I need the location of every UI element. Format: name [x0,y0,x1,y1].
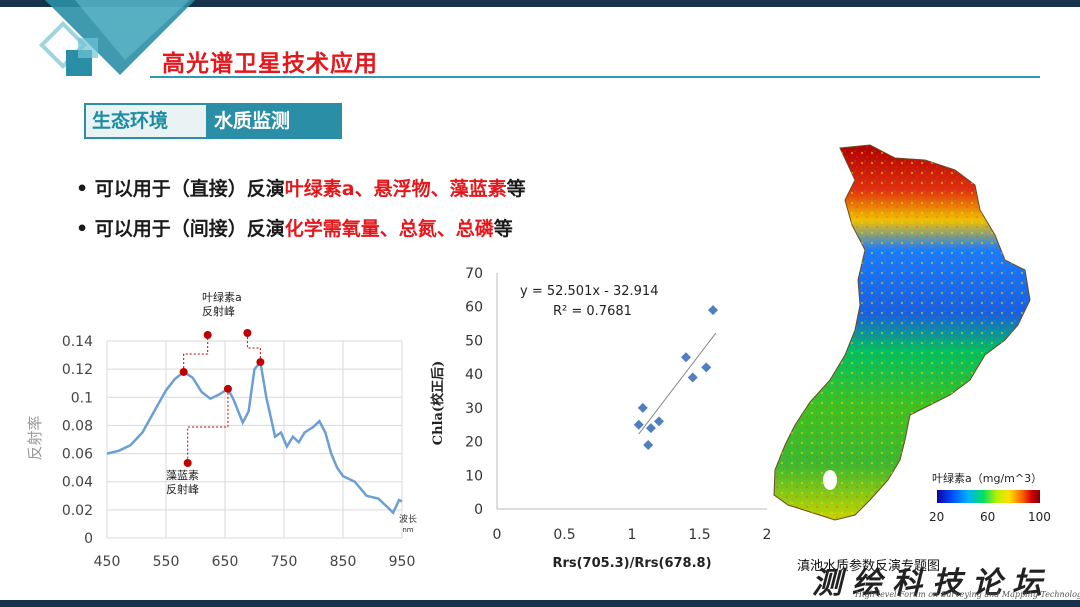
title-underline [150,76,1040,78]
y-tick-label: 0.14 [62,334,93,350]
bullet-direct-highlight: 叶绿素a、悬浮物、藻蓝素 [284,178,507,200]
bullet-direct: • 可以用于（直接）反演叶绿素a、悬浮物、藻蓝素等 [76,174,526,201]
x-axis-label: 波长 [399,513,417,525]
bullet-indirect-highlight: 化学需氧量、总氮、总磷 [284,218,494,240]
watermark-logo: 测绘科技论坛 [812,566,1052,601]
peak-marker [256,358,265,367]
map-caption: 滇池水质参数反演专题图 [797,559,941,574]
legend-tick-mid: 60 [980,510,996,524]
y-tick-label: 60 [465,300,483,316]
bullet-indirect-prefix: • 可以用于（间接）反演 [76,218,285,240]
top-bar [0,0,1080,7]
regression-equation: y = 52.501x - 32.914 [520,284,658,299]
x-tick-label: 0.5 [553,527,575,543]
scatter-point [708,305,718,316]
y-tick-label: 20 [465,435,483,451]
scatter-point [701,362,712,373]
trendline [638,332,717,435]
dianchi-chlorophyll-map [773,144,1031,521]
y-tick-label: 0.12 [62,362,93,378]
scatter-point [633,419,644,430]
x-axis-label: Rrs(705.3)/Rrs(678.8) [552,556,711,571]
reflectance-series-line [106,359,403,515]
y-tick-label: 40 [465,367,483,383]
bullet-indirect-suffix: 等 [493,218,513,240]
peak-marker [179,367,188,376]
bottom-bar [0,600,1080,607]
r-squared: R² = 0.7681 [553,304,632,319]
y-tick-label: 50 [465,333,483,349]
y-axis-label: 反射率 [26,415,44,460]
header-decoration [38,0,195,76]
y-axis-label: Chla(校正后) [430,361,446,445]
bullet-direct-prefix: • 可以用于（直接）反演 [76,178,285,200]
bullet-direct-suffix: 等 [506,178,526,200]
island [823,470,837,490]
peak-marker [223,384,232,393]
x-tick-label: 750 [271,554,298,570]
y-tick-label: 30 [465,401,483,417]
x-tick-label: 2 [763,527,772,543]
y-tick-label: 0.02 [62,503,93,519]
chlorophyll-leader-line [246,333,261,363]
x-tick-label: 950 [389,554,416,570]
page-title: 高光谱卫星技术应用 [162,51,378,77]
y-tick-label: 0.06 [62,447,93,463]
scatter-point [681,352,691,363]
y-tick-label: 0.1 [71,390,93,406]
reflectance-spectrum-chart: 0 0.02 0.04 0.06 0.08 0.1 0.12 0.14 450 550 650 750… [26,290,417,570]
bullet-indirect: • 可以用于（间接）反演化学需氧量、总氮、总磷等 [76,214,513,241]
x-tick-label: 1 [628,527,637,543]
phycocyanin-annotation: 藻蓝素 [166,469,199,482]
y-tick-label: 70 [465,266,483,282]
chlorophyll-annotation-2: 反射峰 [202,304,235,318]
scatter-point [654,416,664,427]
y-tick-label: 0 [474,502,483,518]
scatter-point [643,439,654,450]
color-scale-bar [937,490,1040,503]
watermark-subtext: High-level Forum on Surveying and Mappin… [855,590,1080,599]
x-tick-label: 450 [94,554,121,570]
scatter-point [637,402,648,413]
legend-tick-high: 100 [1028,510,1051,524]
chla-regression-scatter: 0 10 20 30 40 50 60 70 0 0.5 1 1.5 2 y = 52.501x - 3… [430,266,772,571]
chlorophyll-annotation: 叶绿素a [202,290,242,304]
tab-water-quality[interactable]: 水质监测 [206,105,340,137]
y-tick-label: 0.04 [62,475,93,491]
tab-ecology[interactable]: 生态环境 [86,105,206,137]
y-tick-label: 10 [465,468,483,484]
y-tick-label: 0.08 [62,418,93,434]
annotation-marker [243,329,252,337]
chlorophyll-leader-line [183,335,209,372]
y-tick-label: 0 [84,531,93,547]
scatter-point [687,372,698,383]
annotation-marker [203,331,212,339]
section-tabs: 生态环境 水质监测 [84,103,342,139]
legend-title: 叶绿素a（mg/m^3） [932,472,1043,485]
x-tick-label: 1.5 [688,527,710,543]
x-tick-label: 650 [212,554,239,570]
x-axis-unit: nm [402,526,413,534]
x-tick-label: 850 [330,554,357,570]
legend-tick-low: 20 [929,510,945,524]
scatter-point [645,423,656,434]
annotation-marker [183,459,192,467]
phycocyanin-annotation-2: 反射峰 [166,482,199,496]
x-tick-label: 0 [493,527,502,543]
phycocyanin-leader-line [187,388,229,463]
x-tick-label: 550 [153,554,180,570]
